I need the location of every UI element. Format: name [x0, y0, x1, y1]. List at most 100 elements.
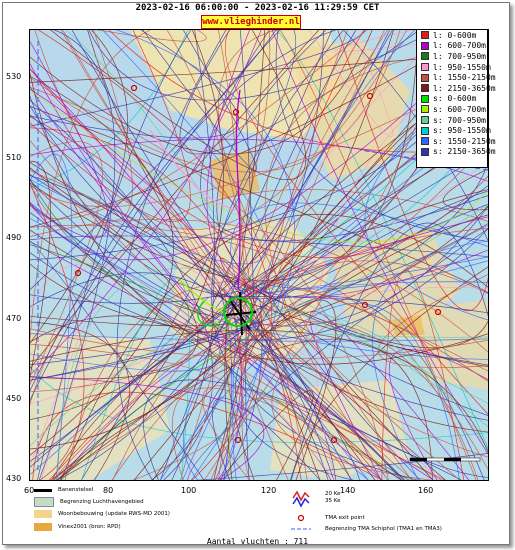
legend-ke35-label: 35 Ke: [325, 498, 341, 504]
flight-track: [224, 286, 488, 320]
flight-track: [30, 315, 404, 480]
flight-tracks: [30, 30, 488, 480]
map-legend: Banenstelsel Begrenzing Luchthavengebied…: [29, 482, 487, 538]
altitude-legend: l: 0-600m l: 600-700m l: 700-950m l: 950-15…: [416, 29, 496, 168]
flight-track: [30, 218, 221, 372]
flight-track: [260, 214, 488, 338]
tma-exit-points: [74, 84, 442, 444]
legend-swatch: [421, 137, 429, 146]
flight-track: [30, 301, 236, 462]
flight-track: [183, 120, 488, 480]
flight-track: [337, 30, 488, 311]
legend-tma-border-label: Begrenzing TMA Schiphol (TMA1 en TMA3): [325, 526, 442, 532]
legend-label: l: 2150-3650m: [433, 83, 496, 93]
legend-swatch: [421, 94, 429, 103]
flight-track: [30, 30, 337, 392]
flight-track: [266, 256, 488, 294]
vinex-area: [210, 150, 260, 200]
map-area[interactable]: [29, 29, 489, 481]
flight-track: [218, 397, 353, 480]
legend-tma-exit-label: TMA exit point: [325, 515, 365, 521]
flight-track: [30, 127, 302, 480]
legend-swatch: [421, 84, 429, 93]
flight-track: [30, 153, 73, 480]
flight-track: [246, 332, 488, 433]
flight-track: [53, 318, 260, 480]
legend-entry: s: 950-1550m: [417, 125, 491, 136]
flight-track: [133, 299, 337, 480]
approach-track: [197, 299, 221, 327]
legend-entry: s: 1550-2150m: [417, 136, 496, 147]
y-tick: 490: [6, 233, 22, 242]
flight-track: [65, 30, 255, 290]
flight-track: [246, 329, 488, 338]
flight-track: [256, 143, 488, 342]
flight-track: [30, 240, 205, 480]
flight-track: [116, 30, 227, 480]
x-tick: 60: [24, 486, 35, 495]
noise-contour-icon: [292, 490, 310, 508]
y-tick: 530: [6, 72, 22, 81]
flight-track: [223, 288, 352, 480]
flight-track: [30, 68, 217, 299]
flight-track: [214, 306, 242, 480]
flight-track: [238, 216, 488, 300]
flight-track: [30, 30, 152, 345]
legend-label: l: 600-700m: [433, 41, 486, 51]
legend-entry: l: 2150-3650m: [417, 83, 496, 94]
flight-track: [30, 86, 209, 325]
flight-track: [30, 30, 191, 222]
flight-track: [30, 263, 224, 335]
flight-track: [30, 289, 255, 468]
flight-track: [30, 30, 373, 155]
flight-track: [308, 30, 393, 137]
flight-count: Aantal vluchten : 711: [206, 537, 309, 546]
flight-track: [30, 99, 214, 480]
legend-swatch: [421, 105, 429, 114]
flight-track: [210, 30, 333, 310]
legend-label: l: 950-1550m: [433, 62, 491, 72]
flight-track: [219, 390, 314, 480]
flight-track: [30, 35, 488, 261]
legend-swatch: [421, 73, 429, 82]
flight-track: [166, 30, 255, 338]
flight-track: [56, 30, 224, 480]
flight-track: [217, 30, 413, 480]
legend-baan-label: Banenstelsel: [58, 487, 94, 493]
flight-track: [30, 30, 368, 220]
approach-track: [235, 89, 241, 291]
flight-track: [30, 218, 488, 353]
y-tick: 470: [6, 314, 22, 323]
legend-entry: l: 600-700m: [417, 41, 487, 52]
legend-ke: 20 Ke 35 Ke: [291, 488, 340, 508]
flight-track: [152, 314, 214, 480]
flight-track: [34, 30, 408, 230]
legend-entry: s: 0-600m: [417, 94, 487, 105]
flight-track: [57, 267, 488, 480]
flight-track: [247, 325, 402, 480]
flight-track: [265, 301, 488, 404]
legend-woon-label: Woonbebouwing (update RWS-MD 2001): [58, 511, 170, 517]
approach-track: [149, 129, 236, 211]
flight-track: [30, 75, 174, 456]
flight-track: [30, 366, 488, 443]
y-tick: 450: [6, 394, 22, 403]
flight-track: [30, 30, 267, 265]
flight-track: [30, 315, 229, 327]
legend-swatch: [421, 31, 429, 40]
legend-label: s: 700-950m: [433, 115, 486, 125]
flight-track: [30, 73, 488, 207]
site-link[interactable]: www.vlieghinder.nl: [201, 15, 301, 29]
flight-track: [30, 71, 488, 365]
flight-track: [37, 30, 273, 480]
legend-baan: Banenstelsel: [34, 487, 93, 493]
approach-track: [179, 279, 231, 316]
flight-track: [30, 263, 335, 480]
flight-track: [37, 30, 192, 480]
flight-track: [30, 62, 383, 480]
flight-track: [48, 310, 215, 480]
flight-track: [240, 30, 324, 328]
town-area-southeast: [400, 300, 488, 390]
flight-track: [259, 30, 416, 293]
exit-point-icon: [297, 514, 305, 522]
